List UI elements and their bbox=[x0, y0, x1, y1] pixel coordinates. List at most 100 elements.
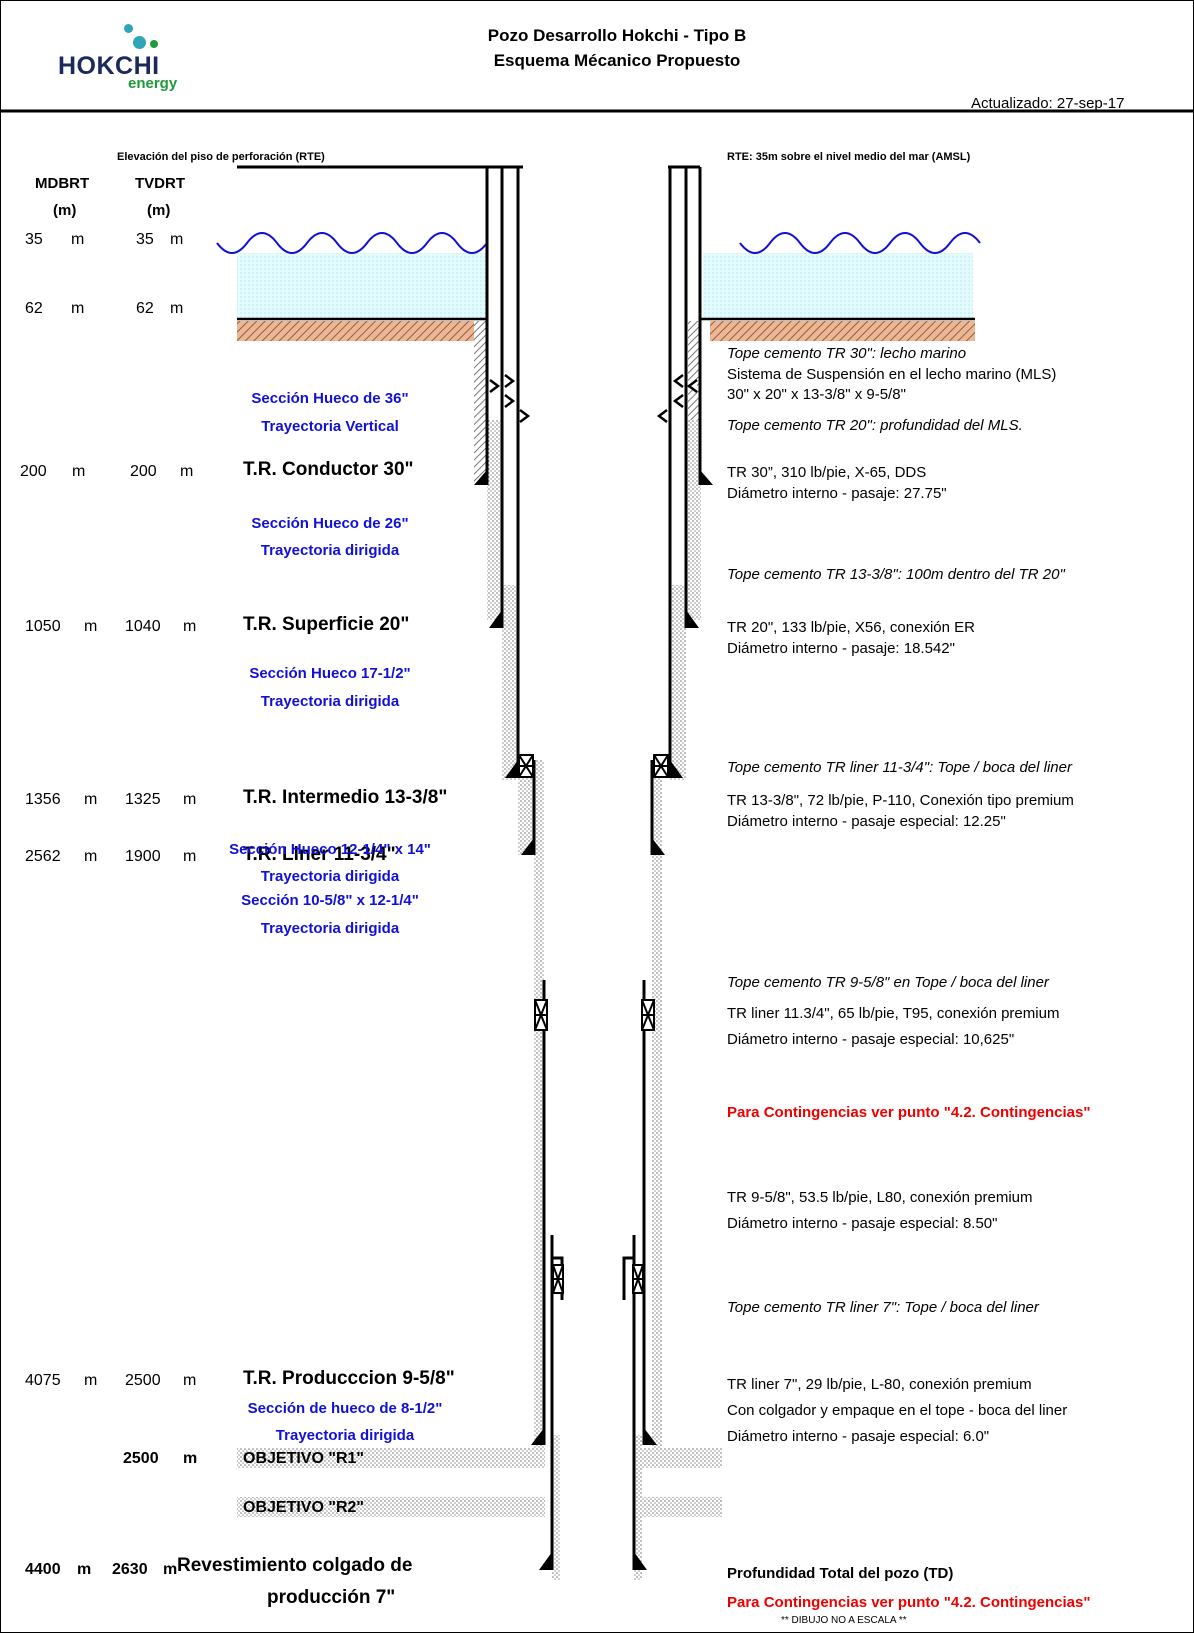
note-cement-7: Tope cemento TR liner 7": Tope / boca de… bbox=[727, 1299, 1039, 1316]
cement-1338-right bbox=[670, 585, 686, 780]
md-value: 2562 bbox=[25, 848, 61, 865]
note-tr30-a: TR 30”, 310 lb/pie, X-65, DDS bbox=[727, 464, 927, 481]
liner-hangers bbox=[518, 754, 669, 1294]
objective-depth: 2500 bbox=[123, 1450, 159, 1467]
section-hole: Sección Hueco de 26" bbox=[251, 515, 409, 532]
casing-name: T.R. Conductor 30" bbox=[243, 459, 414, 480]
md-unit: m bbox=[84, 791, 98, 808]
rte-right-label: RTE: 35m sobre el nivel medio del mar (A… bbox=[727, 151, 971, 163]
tvd-value: 62 bbox=[136, 300, 154, 317]
tvd-unit: m bbox=[183, 618, 197, 635]
section-trajectory: Trayectoria dirigida bbox=[260, 693, 400, 710]
col-md-unit: (m) bbox=[53, 202, 77, 219]
cement-liner-right bbox=[652, 760, 662, 1450]
section-hole: Sección de hueco de 8-1/2" bbox=[247, 1400, 443, 1417]
mls-hangers bbox=[489, 374, 698, 423]
rte-left-label: Elevación del piso de perforación (RTE) bbox=[117, 151, 325, 163]
md-value: 1356 bbox=[25, 791, 61, 808]
note-tr20-b: Diámetro interno - pasaje: 18.542" bbox=[727, 640, 955, 657]
tvd-value: 2500 bbox=[125, 1372, 161, 1389]
md-value: 1050 bbox=[25, 618, 61, 635]
note-tr7-c: Diámetro interno - pasaje especial: 6.0" bbox=[727, 1428, 990, 1445]
page-subtitle: Esquema Mécanico Propuesto bbox=[493, 51, 741, 70]
section-hole: Sección 10-5/8" x 12-1/4" bbox=[241, 892, 419, 909]
section-trajectory: Trayectoria Vertical bbox=[261, 418, 399, 435]
md-unit: m bbox=[84, 1372, 98, 1389]
casing-name: T.R. Superficie 20" bbox=[243, 614, 410, 635]
note-tr30-b: Diámetro interno - pasaje: 27.75" bbox=[727, 485, 947, 502]
logo-name: HOKCHI bbox=[58, 52, 160, 80]
tvd-value: 200 bbox=[130, 463, 157, 480]
md-value: 200 bbox=[20, 463, 47, 480]
cement-liner-left bbox=[534, 760, 544, 1450]
note-contingency: Para Contingencias ver punto "4.2. Conti… bbox=[727, 1104, 1091, 1121]
final-tvd-unit: m bbox=[163, 1561, 178, 1578]
final-casing-line2: producción 7" bbox=[267, 1587, 396, 1608]
section-hole: Sección Hueco de 36" bbox=[251, 390, 409, 407]
note-cement-20: Tope cemento TR 20": profundidad del MLS… bbox=[727, 417, 1023, 434]
note-tr1134-b: Diámetro interno - pasaje especial: 10,6… bbox=[727, 1031, 1015, 1048]
tvd-unit: m bbox=[183, 791, 197, 808]
logo-dot-icon bbox=[124, 24, 133, 33]
final-md-unit: m bbox=[77, 1561, 92, 1578]
objective-r2: OBJETIVO "R2" bbox=[243, 1499, 364, 1516]
note-tr1134-a: TR liner 11.3/4", 65 lb/pie, T95, conexi… bbox=[727, 1005, 1060, 1022]
objective-r1: OBJETIVO "R1" bbox=[243, 1450, 364, 1467]
casing-name: T.R. Liner 11-3/4" bbox=[243, 844, 396, 865]
tvd-value: 1040 bbox=[125, 618, 161, 635]
note-tr7-a: TR liner 7", 29 lb/pie, L-80, conexión p… bbox=[727, 1376, 1032, 1393]
seabed-right bbox=[710, 321, 975, 341]
section-trajectory: Trayectoria dirigida bbox=[260, 542, 400, 559]
md-unit: m bbox=[71, 300, 85, 317]
note-tr1338-b: Diámetro interno - pasaje especial: 12.2… bbox=[727, 813, 1006, 830]
note-cement-30: Tope cemento TR 30": lecho marino bbox=[727, 345, 967, 362]
md-value: 62 bbox=[25, 300, 43, 317]
sea-water-right bbox=[703, 253, 973, 319]
tvd-unit: m bbox=[180, 463, 194, 480]
md-unit: m bbox=[84, 848, 98, 865]
note-td: Profundidad Total del pozo (TD) bbox=[727, 1565, 954, 1582]
section-hole: Sección Hueco 12-1/4" x 14" bbox=[229, 841, 431, 858]
tvd-unit: m bbox=[183, 1372, 197, 1389]
section-trajectory: Trayectoria dirigida bbox=[260, 868, 400, 885]
page-title: Pozo Desarrollo Hokchi - Tipo B bbox=[487, 26, 747, 45]
objective-unit: m bbox=[183, 1450, 198, 1467]
cement-20-left bbox=[487, 420, 502, 620]
col-md-header: MDBRT bbox=[35, 175, 90, 192]
tvd-unit: m bbox=[170, 231, 184, 248]
note-tr958-a: TR 9-5/8", 53.5 lb/pie, L80, conexión pr… bbox=[727, 1189, 1033, 1206]
wave-right bbox=[739, 232, 981, 254]
note-tr1338-a: TR 13-3/8", 72 lb/pie, P-110, Conexión t… bbox=[727, 792, 1074, 809]
seabed-left bbox=[237, 321, 474, 341]
note-cement-958: Tope cemento TR 9-5/8" en Tope / boca de… bbox=[727, 974, 1049, 991]
casing-name: T.R. Intermedio 13-3/8" bbox=[243, 787, 448, 808]
final-md: 4400 bbox=[25, 1561, 61, 1578]
col-tvd-unit: (m) bbox=[147, 202, 171, 219]
sea-water-left bbox=[237, 253, 487, 319]
note-tr7-b: Con colgador y empaque en el tope - boca… bbox=[727, 1402, 1068, 1419]
final-casing-line1: Revestimiento colgado de bbox=[177, 1555, 413, 1576]
cement-20-right bbox=[686, 420, 701, 620]
final-tvd: 2630 bbox=[112, 1561, 148, 1578]
tvd-value: 1900 bbox=[125, 848, 161, 865]
tvd-unit: m bbox=[183, 848, 197, 865]
note-contingency-2: Para Contingencias ver punto "4.2. Conti… bbox=[727, 1594, 1091, 1611]
md-unit: m bbox=[72, 463, 86, 480]
col-tvd-header: TVDRT bbox=[135, 175, 185, 192]
md-value: 35 bbox=[25, 231, 43, 248]
casing-strings bbox=[485, 167, 702, 1570]
note-cement-1134: Tope cemento TR liner 11-3/4": Tope / bo… bbox=[727, 759, 1072, 776]
section-trajectory: Trayectoria dirigida bbox=[275, 1427, 415, 1444]
casing-shoes bbox=[474, 470, 713, 1570]
section-hole: Sección Hueco 17-1/2" bbox=[249, 665, 411, 682]
tvd-value: 35 bbox=[136, 231, 154, 248]
note-cement-1338: Tope cemento TR 13-3/8": 100m dentro del… bbox=[727, 566, 1065, 583]
note-tr20-a: TR 20", 133 lb/pie, X56, conexión ER bbox=[727, 619, 975, 636]
casing-name: T.R. Producccion 9-5/8" bbox=[243, 1368, 455, 1389]
wave-left bbox=[216, 232, 488, 254]
note-mls-1: Sistema de Suspensión en el lecho marino… bbox=[727, 366, 1057, 383]
cement-1338-left bbox=[502, 585, 518, 780]
md-value: 4075 bbox=[25, 1372, 61, 1389]
